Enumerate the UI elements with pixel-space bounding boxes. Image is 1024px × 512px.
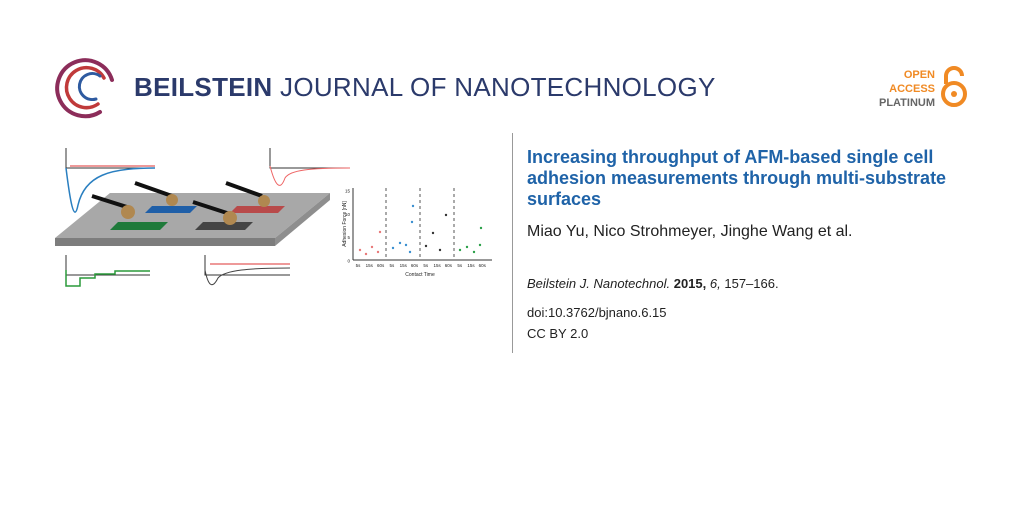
chart-x-tick: 15s — [400, 263, 408, 268]
chart-x-tick: 15s — [433, 263, 441, 268]
chart-y-tick: 0 — [347, 259, 350, 264]
article-title: Increasing throughput of AFM-based singl… — [527, 147, 947, 209]
graphical-abstract: Adhesion Force [nN] Contact Time 0 5 10 15 5… — [55, 148, 492, 287]
chart-x-tick: 15s — [467, 263, 475, 268]
chart-y-tick: 5 — [347, 235, 350, 240]
divider — [512, 133, 513, 353]
chart-x-tick: 5s — [356, 263, 362, 268]
volume: 6, — [709, 276, 721, 291]
chart-x-tick: 60s — [479, 263, 487, 268]
chart-x-tick: 60s — [445, 263, 453, 268]
chart-x-tick: 5s — [457, 263, 463, 268]
chart-y-tick: 10 — [345, 212, 351, 217]
chart-x-tick: 60s — [411, 263, 419, 268]
chart-y-tick: 15 — [345, 189, 351, 194]
citation: Beilstein J. Nanotechnol. 2015, 6, 157–1… — [527, 276, 779, 291]
chart-x-tick: 15s — [366, 263, 374, 268]
badge-line: PLATINUM — [878, 97, 935, 109]
chart-x-tick: 5s — [423, 263, 429, 268]
authors: Miao Yu, Nico Strohmeyer, Jinghe Wang et… — [527, 223, 853, 240]
journal-name-bold: BEILSTEIN — [134, 72, 273, 102]
journal-name-rest: JOURNAL OF NANOTECHNOLOGY — [280, 72, 716, 102]
chart-x-label: Contact Time — [405, 272, 435, 278]
open-access-lock — [941, 66, 967, 107]
access-badge: OPEN ACCESS PLATINUM — [879, 68, 935, 110]
license: CC BY 2.0 — [527, 326, 589, 341]
chart-y-label: Adhesion Force [nN] — [342, 201, 348, 247]
logo — [55, 58, 114, 119]
journal-abbrev: Beilstein J. Nanotechnol. — [527, 276, 671, 291]
chart-x-tick: 5s — [390, 263, 396, 268]
journal-name: BEILSTEIN JOURNAL OF NANOTECHNOLOGY — [134, 72, 716, 103]
doi: doi:10.3762/bjnano.6.15 — [527, 305, 667, 320]
badge-line: OPEN — [903, 69, 935, 81]
chart-x-tick: 60s — [377, 263, 385, 268]
pages: 157–166. — [724, 276, 779, 291]
year: 2015, — [673, 276, 707, 291]
badge-line: ACCESS — [889, 83, 935, 95]
